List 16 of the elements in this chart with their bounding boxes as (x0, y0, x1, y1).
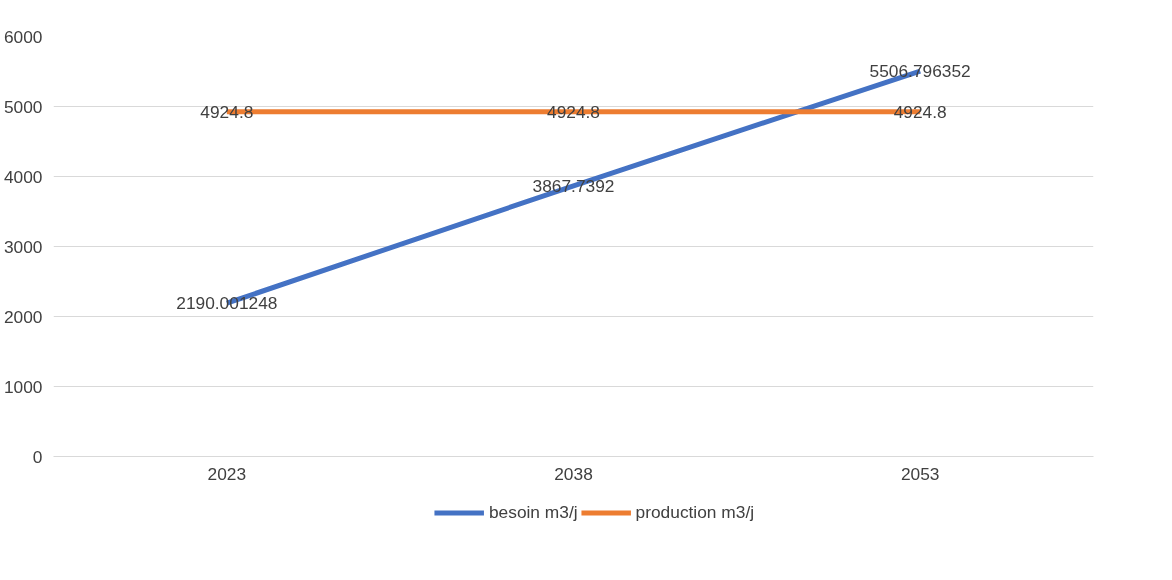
legend-label: besoin m3/j (488, 501, 578, 523)
data-label: 4924.8 (893, 101, 947, 122)
x-tick-label: 2038 (554, 463, 593, 484)
y-tick-label: 2000 (3, 306, 43, 327)
data-label: 2190.001248 (176, 293, 278, 314)
x-tick-label: 2023 (207, 463, 247, 484)
legend-label: production m3/j (635, 501, 755, 523)
y-tick-label: 4000 (3, 166, 43, 187)
data-label: 4924.8 (200, 101, 254, 122)
y-tick-label: 1000 (3, 376, 43, 397)
y-tick-label: 0 (32, 446, 43, 467)
x-tick-label: 2053 (900, 463, 940, 484)
y-tick-label: 3000 (3, 236, 43, 257)
y-tick-label: 6000 (3, 26, 43, 47)
data-label: 5506.796352 (869, 61, 971, 82)
y-tick-label: 5000 (3, 96, 43, 117)
